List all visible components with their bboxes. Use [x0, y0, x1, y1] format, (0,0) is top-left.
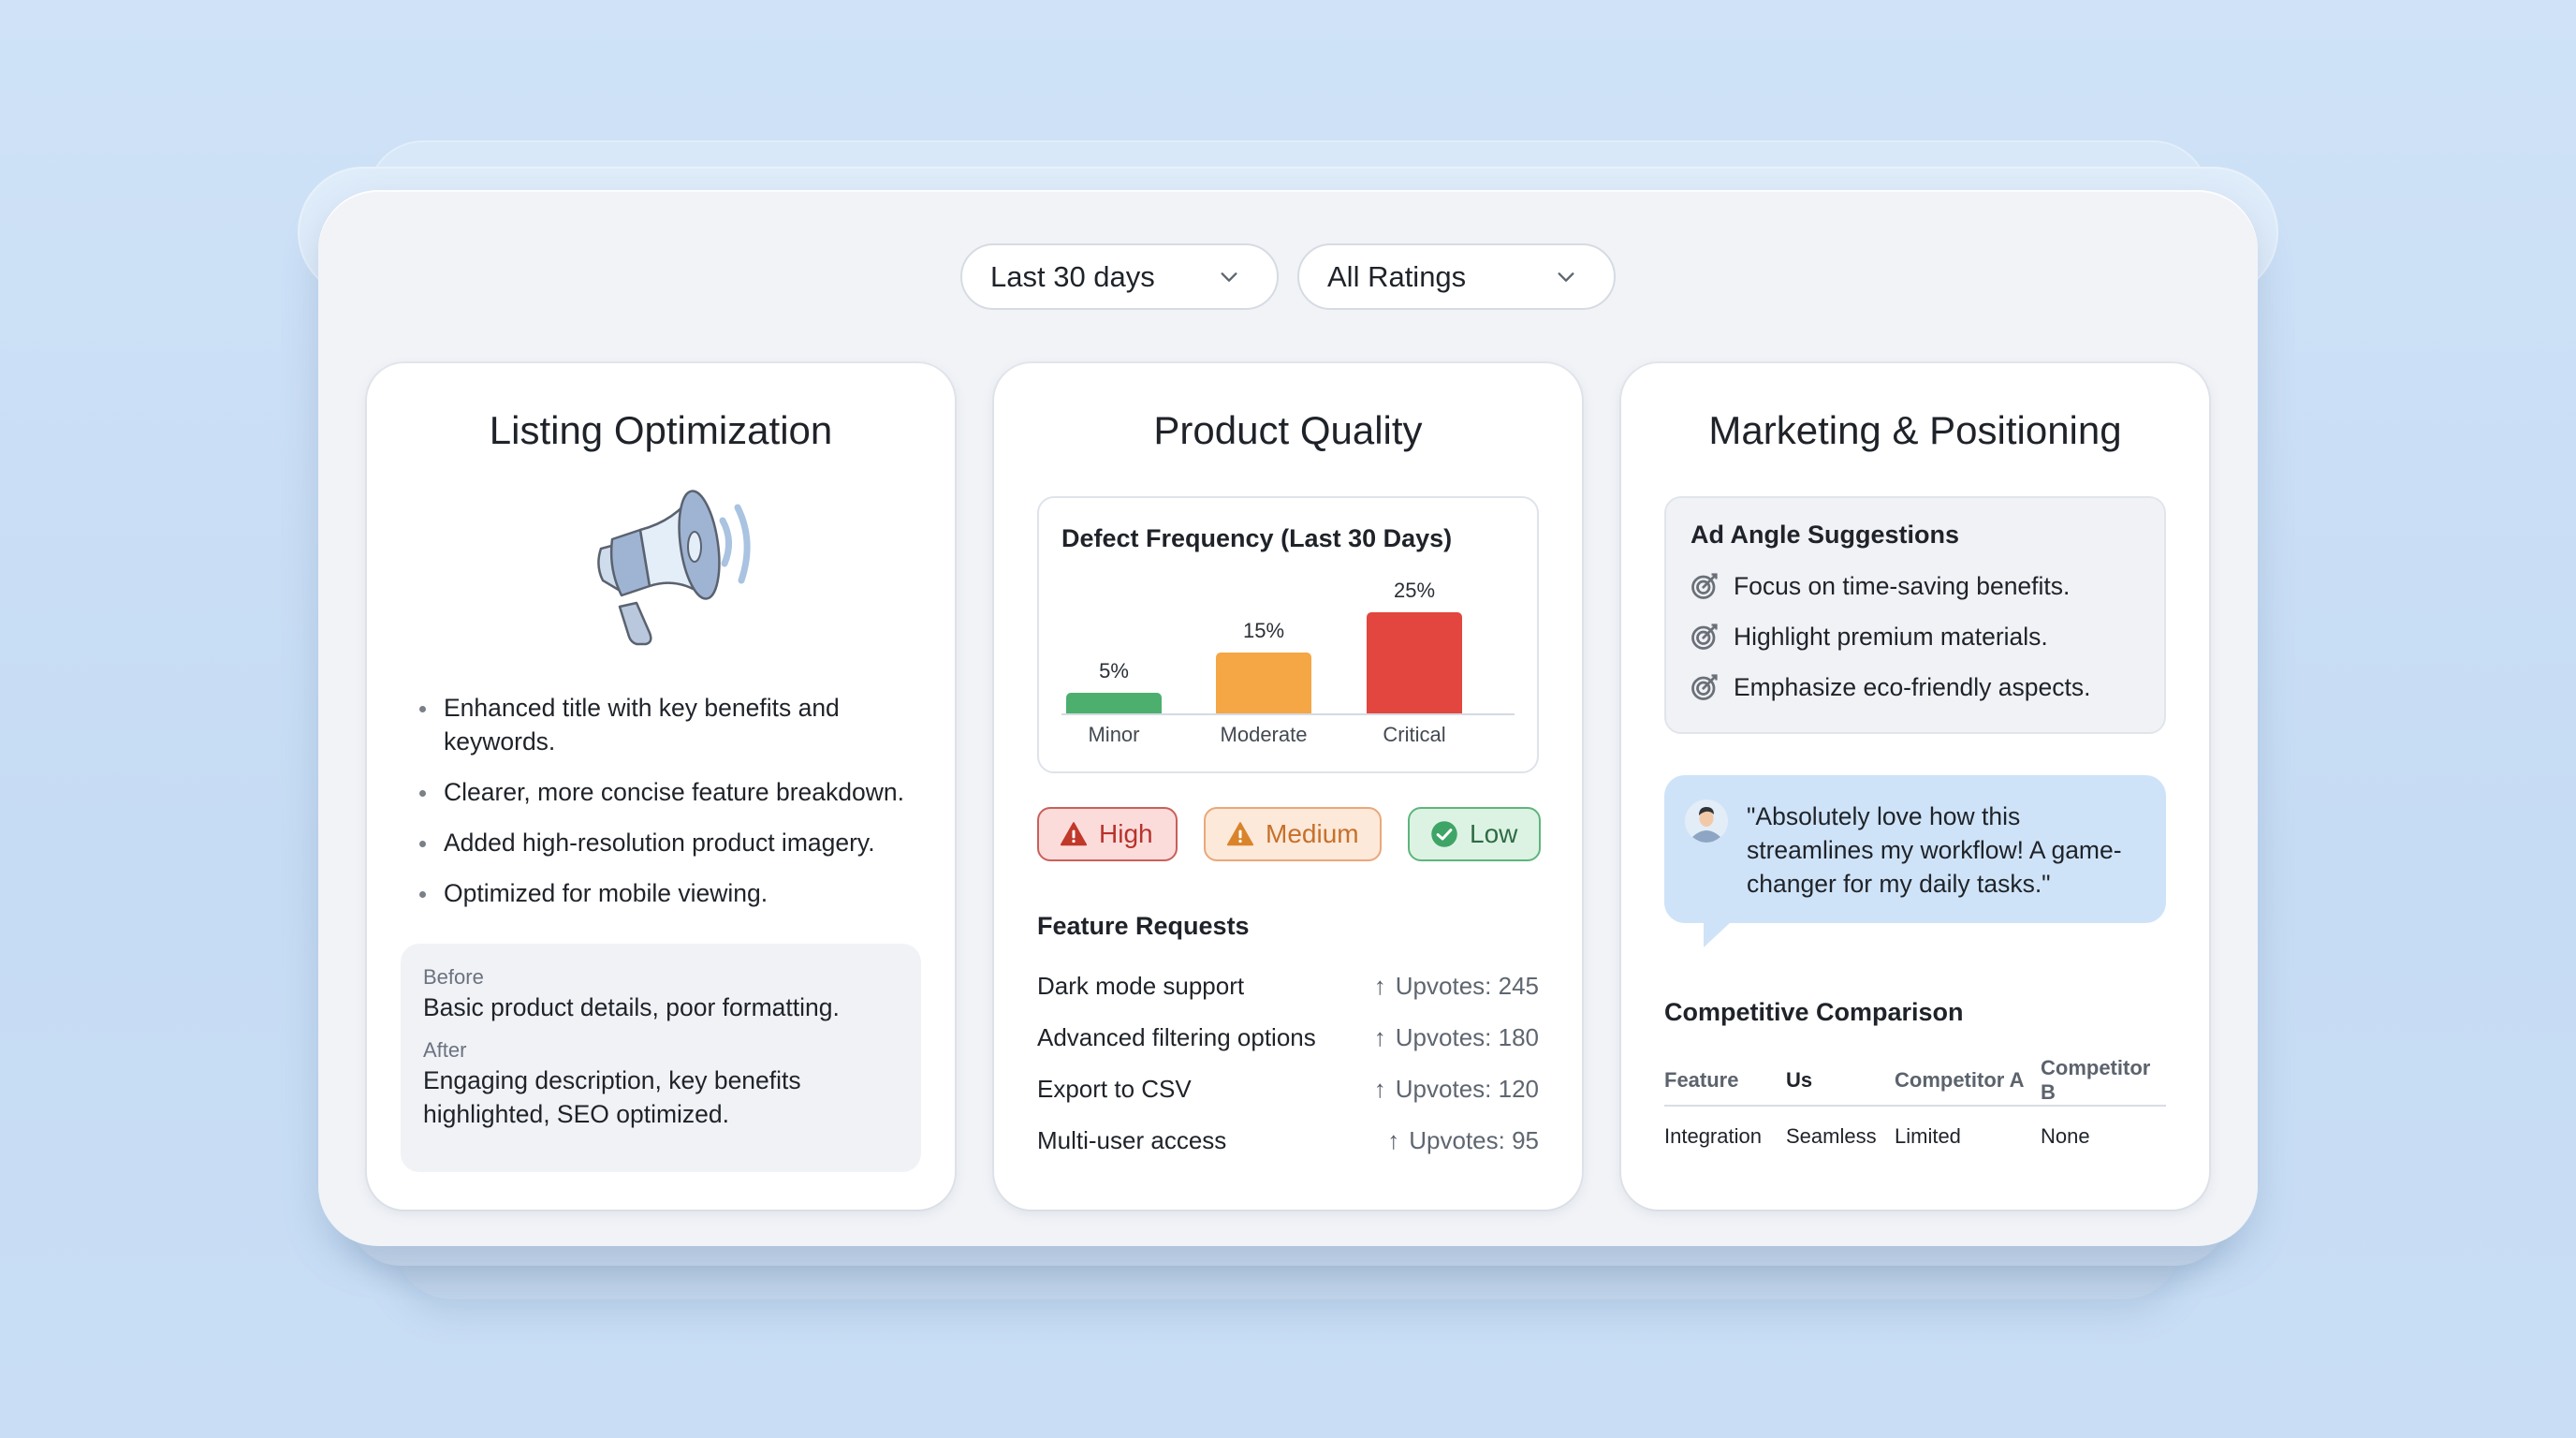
table-row: Integration Seamless Limited None	[1664, 1106, 2166, 1166]
severity-high-badge[interactable]: High	[1037, 807, 1178, 861]
defect-frequency-chart: Defect Frequency (Last 30 Days) 5% 15% 25%…	[1037, 496, 1539, 773]
bar-value-label: 25%	[1393, 579, 1436, 602]
table-cell: Seamless	[1786, 1123, 1877, 1148]
check-circle-icon	[1431, 821, 1457, 847]
bar-value-label: 5%	[1099, 659, 1129, 682]
column-header: Feature	[1664, 1056, 1786, 1107]
listing-optimization-card: Listing Optimization Enhanced title with…	[367, 363, 955, 1210]
card-title: Listing Optimization	[489, 408, 833, 452]
bar-category-label: Minor	[1088, 723, 1140, 746]
target-icon	[1691, 573, 1718, 599]
table-header-row: Feature Us Competitor A Competitor B	[1664, 1056, 2166, 1107]
chart-bar-minor	[1066, 693, 1162, 713]
upvote-arrow-icon[interactable]: ↑	[1373, 1023, 1386, 1051]
table-cell: Limited	[1895, 1123, 1961, 1148]
ratings-dropdown[interactable]: All Ratings	[1297, 243, 1616, 310]
list-item: Clearer, more concise feature breakdown.	[416, 775, 940, 809]
ad-angle-item: Highlight premium materials.	[1690, 611, 2140, 662]
list-item: Optimized for mobile viewing.	[416, 876, 940, 910]
testimonial-bubble: "Absolutely love how this streamlines my…	[1664, 775, 2166, 923]
before-text: Basic product details, poor formatting.	[423, 993, 840, 1021]
feature-requests-list: Dark mode support ↑ Upvotes: 245 Advanced…	[1037, 961, 1539, 1167]
warning-icon	[1226, 822, 1254, 846]
ad-angle-item: Emphasize eco-friendly aspects.	[1690, 662, 2140, 712]
table-cell: Integration	[1664, 1123, 1762, 1148]
feature-request-row[interactable]: Multi-user access ↑ Upvotes: 95	[1037, 1126, 1539, 1154]
list-item: Added high-resolution product imagery.	[416, 826, 940, 859]
chevron-down-icon	[1558, 271, 1574, 282]
speech-bubble-tail	[1704, 921, 1732, 947]
ad-angle-item: Focus on time-saving benefits.	[1690, 561, 2140, 611]
before-label: Before	[423, 965, 484, 989]
ratings-value: All Ratings	[1327, 259, 1467, 293]
list-item: Enhanced title with key benefits and key…	[416, 691, 940, 758]
ad-angle-title: Ad Angle Suggestions	[1690, 521, 1960, 549]
bar-category-label: Moderate	[1220, 723, 1308, 746]
avatar	[1685, 800, 1728, 843]
date-range-value: Last 30 days	[990, 259, 1155, 293]
chart-title: Defect Frequency (Last 30 Days)	[1061, 524, 1453, 552]
severity-low-badge[interactable]: Low	[1408, 807, 1541, 861]
column-header: Competitor A	[1895, 1056, 2041, 1107]
competitive-comparison-title: Competitive Comparison	[1664, 998, 1964, 1026]
target-icon	[1691, 674, 1718, 700]
feature-request-row[interactable]: Export to CSV ↑ Upvotes: 120	[1037, 1075, 1539, 1103]
product-quality-card: Product Quality Defect Frequency (Last 3…	[994, 363, 1582, 1210]
chart-plot-area: 5% 15% 25%	[1061, 565, 1515, 715]
warning-icon	[1060, 822, 1088, 846]
feature-request-row[interactable]: Dark mode support ↑ Upvotes: 245	[1037, 972, 1539, 1000]
upvote-arrow-icon[interactable]: ↑	[1387, 1126, 1400, 1154]
upvote-arrow-icon[interactable]: ↑	[1373, 972, 1386, 1000]
megaphone-icon	[597, 490, 751, 646]
chart-bar-critical	[1367, 612, 1462, 713]
severity-badges: High Medium Low	[1037, 807, 1541, 861]
bar-category-label: Critical	[1383, 723, 1446, 746]
comparison-table: Feature Us Competitor A Competitor B Int…	[1664, 1056, 2166, 1166]
before-after-box: Before Basic product details, poor forma…	[401, 944, 921, 1172]
card-title: Product Quality	[1153, 408, 1423, 452]
table-cell: None	[2041, 1123, 2090, 1148]
column-header: Us	[1786, 1056, 1895, 1107]
feature-requests-title: Feature Requests	[1037, 912, 1250, 940]
chart-baseline	[1061, 713, 1515, 715]
column-header: Competitor B	[2041, 1056, 2166, 1107]
chevron-down-icon	[1221, 271, 1237, 282]
bar-value-label: 15%	[1242, 619, 1285, 642]
feature-request-row[interactable]: Advanced filtering options ↑ Upvotes: 180	[1037, 1023, 1539, 1051]
improvement-list: Enhanced title with key benefits and key…	[416, 691, 940, 927]
marketing-positioning-card: Marketing & Positioning Ad Angle Suggest…	[1621, 363, 2209, 1210]
ad-angle-suggestions: Ad Angle Suggestions Focus on time-savin…	[1664, 496, 2166, 734]
upvote-arrow-icon[interactable]: ↑	[1373, 1075, 1386, 1103]
card-title: Marketing & Positioning	[1708, 408, 2122, 452]
after-label: After	[423, 1038, 467, 1062]
chart-bar-moderate	[1216, 653, 1311, 713]
after-text: Engaging description, key benefits highl…	[423, 1066, 801, 1128]
testimonial-text: "Absolutely love how this streamlines my…	[1747, 802, 2122, 898]
date-range-dropdown[interactable]: Last 30 days	[960, 243, 1279, 310]
severity-medium-badge[interactable]: Medium	[1204, 807, 1382, 861]
target-icon	[1691, 624, 1718, 650]
